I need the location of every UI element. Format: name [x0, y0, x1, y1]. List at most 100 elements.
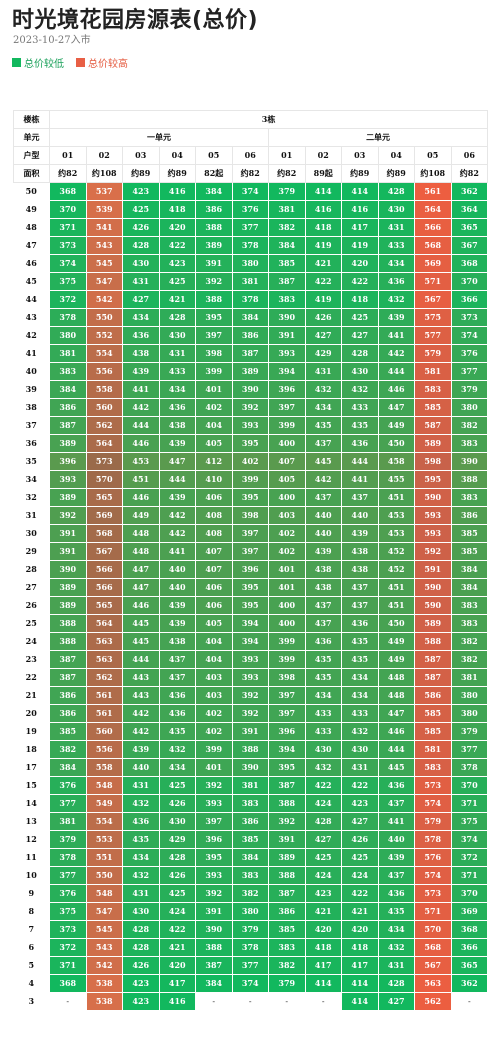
- price-cell: 390: [268, 308, 306, 327]
- price-cell: 436: [158, 704, 196, 723]
- price-cell: 430: [341, 362, 379, 381]
- area-cell: 约108: [85, 164, 123, 183]
- price-cell: 431: [304, 362, 342, 381]
- price-cell: 567: [414, 956, 452, 975]
- price-cell: 388: [195, 218, 233, 237]
- price-cell: 426: [158, 866, 196, 885]
- price-cell: 436: [377, 776, 415, 795]
- price-cell: 433: [304, 722, 342, 741]
- price-cell: 592: [414, 542, 452, 561]
- price-cell: 563: [414, 974, 452, 993]
- price-cell: 419: [304, 236, 342, 255]
- price-cell: 403: [195, 686, 233, 705]
- price-cell: 568: [414, 236, 452, 255]
- floor-label: 12: [13, 830, 50, 849]
- price-cell: 568: [85, 524, 123, 543]
- price-cell: 374: [49, 254, 87, 273]
- price-cell: 392: [231, 686, 269, 705]
- price-cell: 375: [49, 272, 87, 291]
- price-cell: 550: [85, 308, 123, 327]
- area-cell: 约89: [158, 164, 196, 183]
- price-cell: 377: [450, 740, 489, 759]
- floor-label: 38: [13, 398, 50, 417]
- price-cell: 436: [122, 326, 160, 345]
- price-cell: 449: [377, 416, 415, 435]
- price-cell: 442: [377, 344, 415, 363]
- price-cell: 387: [49, 668, 87, 687]
- price-cell: 379: [268, 182, 306, 201]
- floor-label: 5: [13, 956, 50, 975]
- area-cell: 82起: [195, 164, 233, 183]
- price-cell: 405: [268, 470, 306, 489]
- price-cell: 394: [268, 362, 306, 381]
- price-cell: 384: [195, 182, 233, 201]
- price-cell: 374: [231, 182, 269, 201]
- price-cell: 437: [341, 578, 379, 597]
- price-cell: 368: [450, 254, 489, 273]
- price-cell: 438: [304, 560, 342, 579]
- price-cell: 378: [231, 236, 269, 255]
- price-cell: 382: [450, 650, 489, 669]
- price-cell: 430: [304, 740, 342, 759]
- price-cell: 385: [231, 830, 269, 849]
- price-cell: 400: [268, 614, 306, 633]
- price-cell: 386: [195, 200, 233, 219]
- price-cell: 573: [414, 776, 452, 795]
- floor-row: 45 375 547 431 425 392 381 387 422 422 436 571 370: [13, 272, 489, 291]
- price-cell: 400: [268, 434, 306, 453]
- legend-low-label: 总价较低: [24, 59, 64, 70]
- price-cell: 382: [450, 416, 489, 435]
- price-cell: 444: [377, 740, 415, 759]
- price-cell: 405: [195, 614, 233, 633]
- price-cell: 427: [304, 830, 342, 849]
- price-cell: 379: [49, 830, 87, 849]
- price-cell: 390: [49, 560, 87, 579]
- price-cell: 414: [341, 974, 379, 993]
- price-cell: 381: [49, 812, 87, 831]
- price-cell: 453: [377, 524, 415, 543]
- price-cell: 573: [414, 884, 452, 903]
- floor-row: 38 386 560 442 436 402 392 397 434 433 447 585 380: [13, 398, 489, 417]
- price-cell: 440: [158, 578, 196, 597]
- unit-name: 二单元: [267, 128, 489, 147]
- price-cell: 386: [231, 326, 269, 345]
- price-cell: 434: [122, 308, 160, 327]
- price-cell: 387: [268, 776, 306, 795]
- price-cell: 368: [450, 920, 489, 939]
- price-cell: 435: [304, 416, 342, 435]
- price-cell: 378: [450, 758, 489, 777]
- price-cell: 396: [231, 560, 269, 579]
- building-row: 楼栋 3栋: [13, 110, 489, 129]
- price-cell: 399: [195, 362, 233, 381]
- price-cell: 445: [304, 452, 342, 471]
- price-cell: 387: [231, 344, 269, 363]
- floor-label: 44: [13, 290, 50, 309]
- price-cell: 366: [450, 290, 489, 309]
- price-cell: 395: [268, 758, 306, 777]
- price-cell: 567: [85, 542, 123, 561]
- price-cell: 416: [304, 200, 342, 219]
- floor-label: 30: [13, 524, 50, 543]
- price-cell: 566: [85, 578, 123, 597]
- building-row-label: 楼栋: [13, 110, 50, 129]
- price-cell: 423: [158, 254, 196, 273]
- floor-label: 45: [13, 272, 50, 291]
- price-cell: 439: [122, 740, 160, 759]
- price-cell: 433: [341, 398, 379, 417]
- floor-label: 34: [13, 470, 50, 489]
- price-cell: 434: [341, 686, 379, 705]
- price-cell: 547: [85, 272, 123, 291]
- floor-row: 19 385 560 442 435 402 391 396 433 432 446 585 379: [13, 722, 489, 741]
- price-cell: 429: [304, 344, 342, 363]
- price-cell: 439: [158, 596, 196, 615]
- price-cell: -: [231, 992, 269, 1011]
- price-cell: 446: [122, 434, 160, 453]
- price-cell: 539: [85, 200, 123, 219]
- price-cell: 561: [414, 182, 452, 201]
- area-cell: 约82: [49, 164, 87, 183]
- price-cell: 362: [450, 974, 489, 993]
- price-cell: 388: [195, 290, 233, 309]
- price-cell: 362: [450, 182, 489, 201]
- price-cell: 432: [304, 758, 342, 777]
- floor-row: 39 384 558 441 434 401 390 396 432 432 446 583 379: [13, 380, 489, 399]
